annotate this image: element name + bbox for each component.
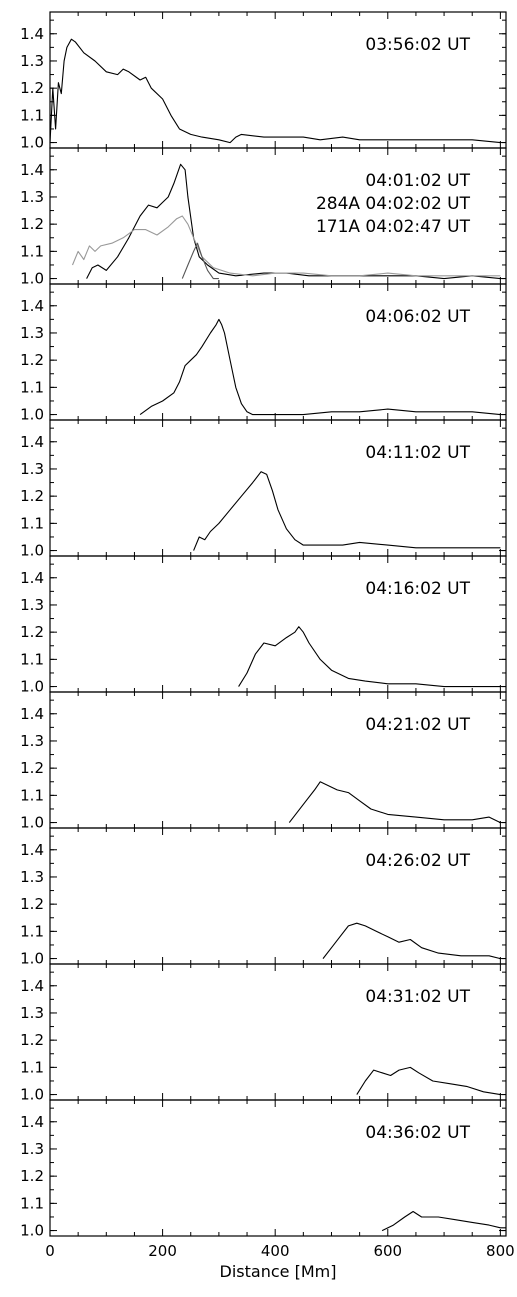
y-tick-label: 1.1 (20, 650, 44, 668)
y-tick-label: 1.2 (20, 79, 44, 97)
panel-frame-8 (49, 963, 507, 1101)
series-line-4-1 (193, 471, 501, 551)
y-tick-label: 1.0 (20, 406, 44, 424)
x-tick-label: 800 (486, 1242, 515, 1260)
panel-time-label: 04:16:02 UT (365, 579, 470, 599)
y-tick-label: 1.3 (20, 1140, 44, 1158)
series-line-7-1 (322, 922, 501, 960)
y-tick-label: 1.0 (20, 678, 44, 696)
series-line-8-1 (356, 1066, 501, 1096)
panel-frame-4 (49, 419, 507, 557)
y-tick-label: 1.2 (20, 895, 44, 913)
y-tick-label: 1.3 (20, 52, 44, 70)
series-line-3-1 (139, 318, 501, 416)
y-tick-label: 1.4 (20, 705, 44, 723)
series-line-9-1 (381, 1210, 506, 1232)
y-tick-label: 1.0 (20, 134, 44, 152)
legend-label-284: 284A 04:02:02 UT (316, 194, 471, 214)
y-tick-label: 1.2 (20, 351, 44, 369)
y-tick-label: 1.4 (20, 977, 44, 995)
series-line-2-3 (181, 242, 219, 280)
panel-frame-9 (49, 1099, 507, 1237)
y-tick-label: 1.3 (20, 460, 44, 478)
y-tick-label: 1.2 (20, 1031, 44, 1049)
series-line-2-2 (71, 215, 501, 277)
series-line-5-1 (238, 626, 501, 688)
y-tick-label: 1.0 (20, 1222, 44, 1240)
y-tick-label: 1.2 (20, 487, 44, 505)
y-tick-label: 1.3 (20, 324, 44, 342)
panel-frame-2 (49, 147, 507, 285)
y-tick-label: 1.0 (20, 814, 44, 832)
y-tick-label: 1.4 (20, 25, 44, 43)
x-tick-label: 400 (261, 1242, 290, 1260)
y-tick-label: 1.0 (20, 950, 44, 968)
panel-time-label: 04:11:02 UT (365, 443, 470, 463)
y-tick-label: 1.1 (20, 378, 44, 396)
y-tick-label: 1.2 (20, 215, 44, 233)
panel-time-label: 04:31:02 UT (365, 987, 470, 1007)
y-tick-label: 1.2 (20, 1167, 44, 1185)
series-line-2-1 (86, 163, 501, 280)
y-tick-label: 1.2 (20, 759, 44, 777)
panel-frame-6 (49, 691, 507, 829)
y-tick-label: 1.0 (20, 542, 44, 560)
panel-frame-3 (49, 283, 507, 421)
x-tick-label: 200 (148, 1242, 177, 1260)
panel-time-label: 04:06:02 UT (365, 307, 470, 327)
panel-frame-1 (49, 11, 507, 149)
y-tick-label: 1.4 (20, 841, 44, 859)
panel-time-label: 04:36:02 UT (365, 1123, 470, 1143)
series-line-1-1 (49, 38, 501, 144)
y-tick-label: 1.4 (20, 569, 44, 587)
y-tick-label: 1.4 (20, 1113, 44, 1131)
y-tick-label: 1.0 (20, 1086, 44, 1104)
panel-time-label: 04:21:02 UT (365, 715, 470, 735)
y-tick-label: 1.4 (20, 297, 44, 315)
y-tick-label: 1.3 (20, 188, 44, 206)
y-tick-label: 1.1 (20, 786, 44, 804)
y-tick-label: 1.4 (20, 433, 44, 451)
y-tick-label: 1.1 (20, 1058, 44, 1076)
x-tick-label: 600 (373, 1242, 402, 1260)
panel-time-label: 03:56:02 UT (365, 35, 470, 55)
y-tick-label: 1.3 (20, 1004, 44, 1022)
series-line-6-1 (288, 781, 501, 824)
y-tick-label: 1.3 (20, 732, 44, 750)
panel-time-label: 04:26:02 UT (365, 851, 470, 871)
panel-frame-7 (49, 827, 507, 965)
panel-time-label: 04:01:02 UT (365, 171, 470, 191)
panel-frame-5 (49, 555, 507, 693)
y-tick-label: 1.1 (20, 106, 44, 124)
y-tick-label: 1.3 (20, 596, 44, 614)
x-axis-title: Distance [Mm] (220, 1262, 337, 1281)
y-tick-label: 1.1 (20, 514, 44, 532)
y-tick-label: 1.0 (20, 270, 44, 288)
y-tick-label: 1.3 (20, 868, 44, 886)
y-tick-label: 1.1 (20, 242, 44, 260)
legend-label-171: 171A 04:02:47 UT (316, 217, 471, 237)
y-tick-label: 1.4 (20, 161, 44, 179)
y-tick-label: 1.2 (20, 623, 44, 641)
y-tick-label: 1.1 (20, 922, 44, 940)
y-tick-label: 1.1 (20, 1194, 44, 1212)
x-tick-label: 0 (45, 1242, 55, 1260)
